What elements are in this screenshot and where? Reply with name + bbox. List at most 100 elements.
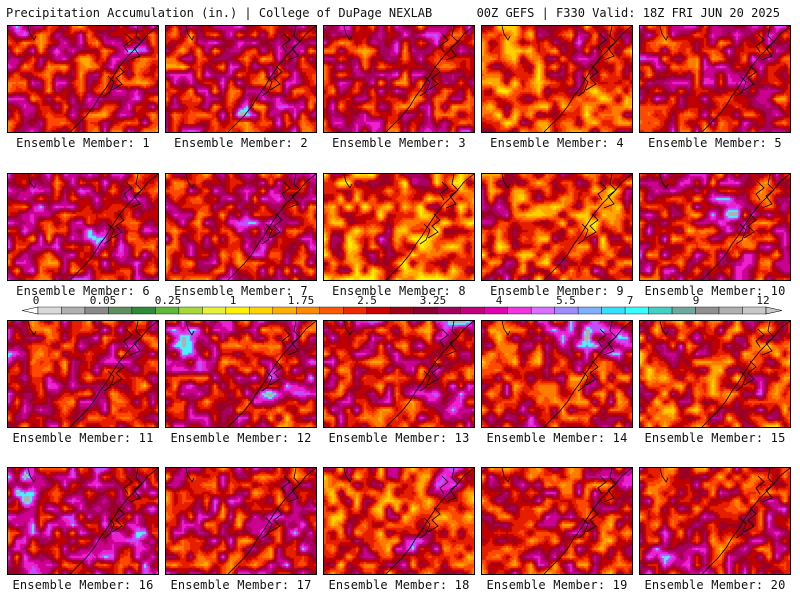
ensemble-map-panel — [165, 320, 317, 428]
coastline-overlay — [501, 26, 632, 132]
ensemble-member-label: Ensemble Member: 1 — [16, 136, 150, 150]
legend-color-swatch — [624, 306, 649, 315]
boundary-line — [385, 174, 474, 280]
boundary-line — [597, 475, 607, 495]
boundary-line — [281, 328, 291, 348]
legend-color-swatch — [155, 306, 180, 315]
boundary-line — [585, 360, 599, 386]
legend-color-swatch — [554, 306, 579, 315]
ensemble-member-label: Ensemble Member: 20 — [644, 578, 786, 592]
boundary-line — [735, 75, 747, 97]
precip-field — [640, 321, 790, 427]
legend-tick-label: 0 — [32, 294, 40, 307]
boundary-line — [111, 65, 125, 91]
boundary-line — [761, 174, 775, 209]
precip-field — [324, 26, 474, 132]
precip-field — [640, 26, 790, 132]
boundary-line — [227, 26, 316, 132]
boundary-line — [27, 321, 37, 336]
boundary-line — [445, 174, 459, 209]
coastline-overlay — [659, 468, 790, 574]
ensemble-map-panel — [323, 320, 475, 428]
ensemble-member-label: Ensemble Member: 14 — [486, 431, 628, 445]
precip-field — [482, 26, 632, 132]
legend-tick-label: 1.75 — [287, 294, 315, 307]
ensemble-member-label: Ensemble Member: 17 — [170, 578, 312, 592]
legend-color-swatch — [507, 306, 532, 315]
boundary-line — [185, 321, 195, 336]
ensemble-member-label: Ensemble Member: 15 — [644, 431, 786, 445]
boundary-line — [439, 475, 449, 495]
ensemble-member-label: Ensemble Member: 7 — [174, 284, 308, 298]
boundary-line — [577, 517, 589, 539]
boundary-line — [69, 468, 158, 574]
legend-color-swatch — [366, 306, 391, 315]
legend-color-swatch — [84, 306, 109, 315]
coastline-overlay — [27, 321, 158, 427]
legend-tick-label: 1 — [229, 294, 237, 307]
precip-field — [324, 174, 474, 280]
legend-color-swatch — [695, 306, 720, 315]
legend-tick-label: 7 — [626, 294, 634, 307]
boundary-line — [419, 517, 431, 539]
ensemble-map-panel — [165, 25, 317, 133]
boundary-line — [755, 328, 765, 348]
boundary-line — [755, 181, 765, 201]
boundary-line — [27, 468, 37, 483]
ensemble-member-label: Ensemble Member: 11 — [12, 431, 154, 445]
boundary-line — [743, 360, 757, 386]
legend-color-swatch — [483, 306, 508, 315]
legend-color-swatch — [296, 306, 321, 315]
boundary-line — [585, 213, 599, 239]
precip-field — [166, 26, 316, 132]
legend-colorbar — [21, 306, 783, 315]
boundary-line — [343, 468, 353, 483]
legend-tick-label: 4 — [495, 294, 503, 307]
legend-color-swatch — [413, 306, 438, 315]
boundary-line — [427, 507, 441, 533]
precip-field — [166, 468, 316, 574]
coastline-overlay — [659, 26, 790, 132]
legend-over-arrow — [765, 306, 783, 315]
boundary-line — [743, 213, 757, 239]
valid-time: 00Z GEFS | F330 Valid: 18Z FRI JUN 20 20… — [476, 6, 780, 20]
ensemble-map-panel — [323, 173, 475, 281]
boundary-line — [103, 75, 115, 97]
legend-color-swatch — [648, 306, 673, 315]
boundary-line — [281, 33, 291, 53]
coastline-overlay — [27, 174, 158, 280]
coastline-overlay — [343, 174, 474, 280]
legend-color-swatch — [108, 306, 133, 315]
boundary-line — [543, 321, 632, 427]
coastline-overlay — [343, 468, 474, 574]
boundary-line — [501, 321, 511, 336]
boundary-line — [129, 468, 143, 503]
ensemble-member-label: Ensemble Member: 5 — [648, 136, 782, 150]
boundary-line — [501, 468, 511, 483]
boundary-line — [111, 360, 125, 386]
precip-field — [640, 468, 790, 574]
legend-tick-label: 0.05 — [89, 294, 117, 307]
boundary-line — [185, 174, 195, 189]
ensemble-map-panel — [165, 467, 317, 575]
boundary-line — [755, 475, 765, 495]
legend-color-swatch — [131, 306, 156, 315]
coastline-overlay — [27, 26, 158, 132]
boundary-line — [543, 174, 632, 280]
boundary-line — [743, 65, 757, 91]
ensemble-map-panel — [481, 320, 633, 428]
boundary-line — [755, 33, 765, 53]
chart-title: Precipitation Accumulation (in.) | Colle… — [6, 6, 433, 20]
coastline-overlay — [185, 468, 316, 574]
precip-field — [640, 174, 790, 280]
coastline-overlay — [343, 321, 474, 427]
ensemble-member-label: Ensemble Member: 19 — [486, 578, 628, 592]
legend-color-swatch — [390, 306, 414, 315]
color-legend: 0 0.05 0.25 1 1.75 2.5 3.25 4 5.5 7 9 12 — [18, 294, 788, 320]
boundary-line — [427, 65, 441, 91]
boundary-line — [261, 75, 273, 97]
precip-field — [324, 468, 474, 574]
legend-color-swatch — [249, 306, 274, 315]
boundary-line — [129, 321, 143, 356]
boundary-line — [735, 517, 747, 539]
